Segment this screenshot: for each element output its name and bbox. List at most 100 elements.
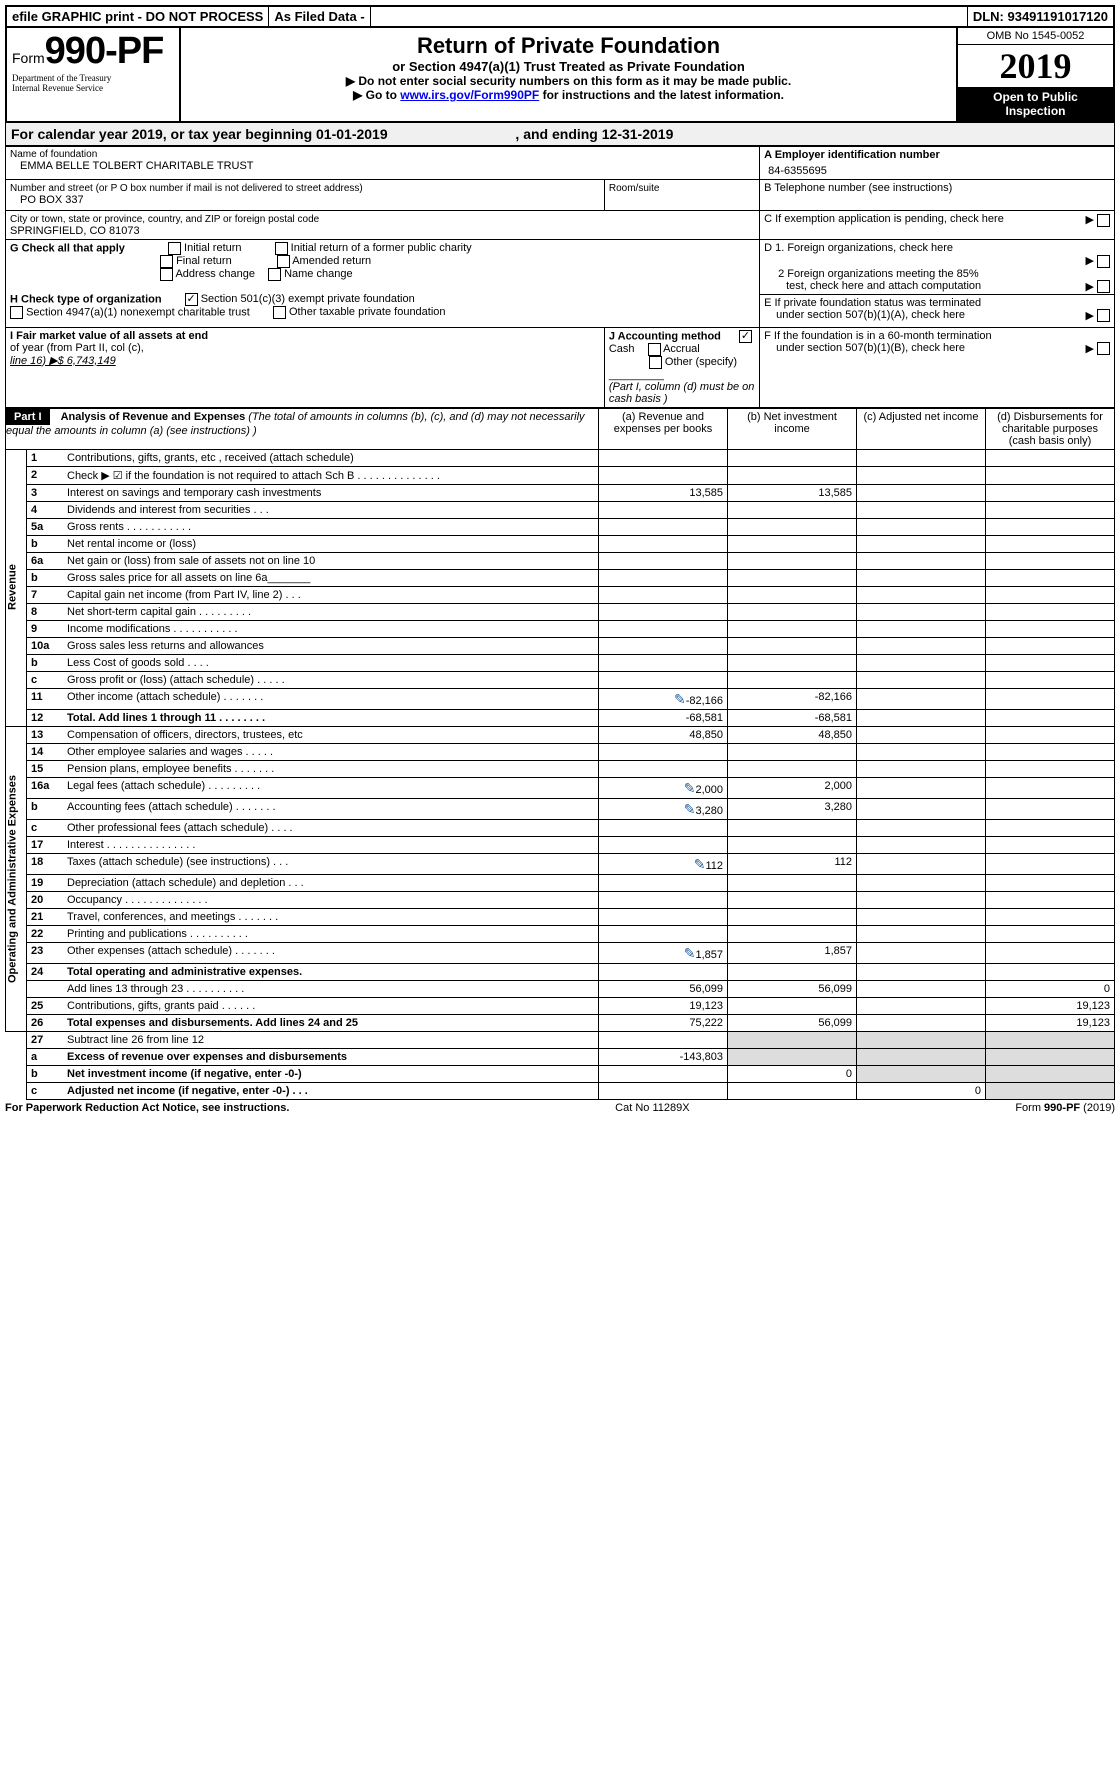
row-b: b Gross sales price for all assets on li… [6, 569, 1115, 586]
h-opt-1: Section 501(c)(3) exempt private foundat… [201, 293, 415, 305]
main-title: Return of Private Foundation [186, 33, 951, 59]
omb-number: OMB No 1545-0052 [958, 28, 1113, 45]
section-c-checkbox[interactable] [1097, 214, 1110, 227]
row-7: 7 Capital gain net income (from Part IV,… [6, 586, 1115, 603]
h-opt-3: Other taxable private foundation [289, 306, 446, 318]
j-cash: Cash [609, 343, 635, 355]
calendar-year-row: For calendar year 2019, or tax year begi… [5, 123, 1115, 146]
section-d1: D 1. Foreign organizations, check here [764, 242, 1110, 254]
irs-label: Internal Revenue Service [12, 83, 174, 93]
row-2727: 27 Subtract line 26 from line 12 [6, 1031, 1115, 1048]
revenue-vert-label: Revenue [6, 449, 27, 726]
g-initial-former-checkbox[interactable] [275, 242, 288, 255]
attachment-icon[interactable]: ✎ [679, 780, 695, 794]
g-opt-4: Address change [175, 268, 255, 280]
d1-checkbox[interactable] [1097, 255, 1110, 268]
subtitle: or Section 4947(a)(1) Trust Treated as P… [186, 59, 951, 74]
e-checkbox[interactable] [1097, 309, 1110, 322]
attachment-icon[interactable]: ✎ [670, 691, 686, 705]
row-19: 19 Depreciation (attach schedule) and de… [6, 874, 1115, 891]
g-opt-5: Name change [284, 268, 353, 280]
g-opt-1: Initial return of a former public charit… [291, 242, 472, 254]
section-f1: F If the foundation is in a 60-month ter… [764, 330, 1110, 342]
j-accrual: Accrual [663, 343, 700, 355]
tax-year: 2019 [958, 45, 1113, 87]
d2-checkbox[interactable] [1097, 280, 1110, 293]
h-501c3-checkbox[interactable]: ✓ [185, 293, 198, 306]
room-label: Room/suite [609, 183, 660, 194]
h-4947-checkbox[interactable] [10, 306, 23, 319]
foundation-name-label: Name of foundation [10, 149, 755, 160]
page-footer: For Paperwork Reduction Act Notice, see … [5, 1100, 1115, 1116]
title-box: Return of Private Foundation or Section … [181, 28, 956, 121]
irs-link[interactable]: www.irs.gov/Form990PF [400, 88, 539, 102]
attachment-icon[interactable]: ✎ [679, 945, 695, 959]
expenses-vert-label: Operating and Administrative Expenses [6, 726, 27, 1031]
row-3: 3 Interest on savings and temporary cash… [6, 484, 1115, 501]
asfiled-label: As Filed Data - [269, 7, 370, 26]
g-amended-checkbox[interactable] [277, 255, 290, 268]
instr-2a: ▶ Go to [353, 88, 400, 102]
row-14: 14 Other employee salaries and wages . .… [6, 743, 1115, 760]
row-20: 20 Occupancy . . . . . . . . . . . . . . [6, 891, 1115, 908]
address-value: PO BOX 337 [10, 194, 600, 206]
col-a-header: (a) Revenue and expenses per books [599, 408, 728, 449]
row-5a: 5a Gross rents . . . . . . . . . . . [6, 518, 1115, 535]
row-6a: 6a Net gain or (loss) from sale of asset… [6, 552, 1115, 569]
form-word: Form [12, 50, 45, 66]
section-e2: under section 507(b)(1)(A), check here [776, 309, 965, 321]
row-15: 15 Pension plans, employee benefits . . … [6, 760, 1115, 777]
j-other: Other (specify) [665, 356, 737, 368]
phone-label: B Telephone number (see instructions) [764, 182, 1110, 194]
row-8: 8 Net short-term capital gain . . . . . … [6, 603, 1115, 620]
g-final-checkbox[interactable] [160, 255, 173, 268]
g-address-checkbox[interactable] [160, 268, 173, 281]
row-22: 22 Printing and publications . . . . . .… [6, 925, 1115, 942]
ein-value: 84-6355695 [764, 161, 1110, 177]
row-11: 11 Other income (attach schedule) . . . … [6, 688, 1115, 709]
form-number: 990-PF [45, 30, 164, 72]
j-cash-checkbox[interactable]: ✓ [739, 330, 752, 343]
row-16a: 16a Legal fees (attach schedule) . . . .… [6, 777, 1115, 798]
ein-label: A Employer identification number [764, 149, 1110, 161]
footer-left: For Paperwork Reduction Act Notice, see … [5, 1102, 289, 1114]
j-note: (Part I, column (d) must be on cash basi… [609, 381, 755, 405]
h-other-checkbox[interactable] [273, 306, 286, 319]
j-other-checkbox[interactable] [649, 356, 662, 369]
section-f2: under section 507(b)(1)(B), check here [776, 342, 965, 354]
col-b-header: (b) Net investment income [728, 408, 857, 449]
form-title-section: Form990-PF Department of the Treasury In… [5, 28, 1115, 123]
attachment-icon[interactable]: ✎ [689, 856, 705, 870]
row-21: 21 Travel, conferences, and meetings . .… [6, 908, 1115, 925]
city-label: City or town, state or province, country… [10, 214, 319, 225]
open-public-1: Open to Public [961, 90, 1110, 104]
row-c: c Other professional fees (attach schedu… [6, 819, 1115, 836]
section-d2a: 2 Foreign organizations meeting the 85% [778, 268, 979, 280]
row-4: 4 Dividends and interest from securities… [6, 501, 1115, 518]
part1-title: Analysis of Revenue and Expenses [61, 411, 246, 423]
row-26: 26 Total expenses and disbursements. Add… [6, 1014, 1115, 1031]
row-b: b Accounting fees (attach schedule) . . … [6, 798, 1115, 819]
f-checkbox[interactable] [1097, 342, 1110, 355]
g-name-checkbox[interactable] [268, 268, 281, 281]
g-opt-3: Amended return [292, 255, 371, 267]
entity-table: Name of foundation EMMA BELLE TOLBERT CH… [5, 146, 1115, 408]
j-accrual-checkbox[interactable] [648, 343, 661, 356]
row-24b: Add lines 13 through 23 . . . . . . . . … [6, 980, 1115, 997]
col-c-header: (c) Adjusted net income [857, 408, 986, 449]
section-g-label: G Check all that apply [10, 242, 125, 254]
row-b: b Less Cost of goods sold . . . . [6, 654, 1115, 671]
row-b: b Net rental income or (loss) [6, 535, 1115, 552]
section-i-2: of year (from Part II, col (c), [10, 342, 600, 354]
g-initial-checkbox[interactable] [168, 242, 181, 255]
section-i-1: I Fair market value of all assets at end [10, 330, 600, 342]
header-bar: efile GRAPHIC print - DO NOT PROCESS As … [5, 5, 1115, 28]
row-27c: c Adjusted net income (if negative, ente… [6, 1082, 1115, 1099]
col-d-header: (d) Disbursements for charitable purpose… [986, 408, 1115, 449]
row-2: 2 Check ▶ ☑ if the foundation is not req… [6, 466, 1115, 484]
section-i-3: line 16) ▶$ 6,743,149 [10, 355, 116, 367]
part1-label: Part I [6, 409, 50, 425]
cal-begin: For calendar year 2019, or tax year begi… [11, 126, 388, 142]
section-c-label: C If exemption application is pending, c… [764, 213, 1004, 225]
attachment-icon[interactable]: ✎ [679, 801, 695, 815]
